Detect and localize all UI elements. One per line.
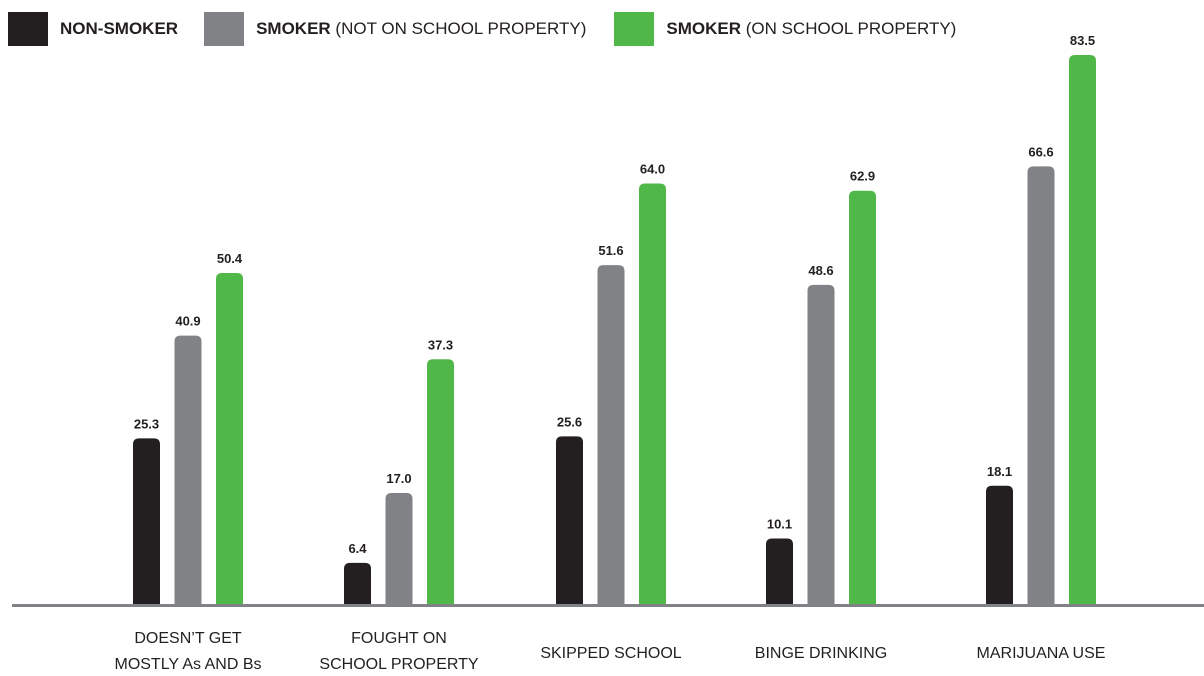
- legend-label-smoker-on-property: SMOKER (ON SCHOOL PROPERTY): [666, 19, 957, 38]
- x-tick-label: FOUGHT ON: [351, 630, 447, 647]
- x-tick-label: BINGE DRINKING: [755, 645, 887, 662]
- data-label: 83.5: [1070, 33, 1095, 48]
- data-label: 50.4: [217, 251, 243, 266]
- data-label: 25.6: [557, 414, 582, 429]
- data-label: 10.1: [767, 516, 792, 531]
- legend-item-non-smoker: NON-SMOKER: [8, 12, 178, 46]
- bar: [597, 265, 625, 605]
- bar: [174, 335, 202, 605]
- bar: [766, 538, 793, 605]
- data-label: 18.1: [987, 464, 1012, 479]
- x-tick-label: MARIJUANA USE: [977, 645, 1106, 662]
- bar: [849, 190, 876, 605]
- legend-swatch-smoker-off-property: [204, 12, 245, 46]
- data-label: 48.6: [808, 263, 833, 278]
- data-label: 17.0: [386, 471, 411, 486]
- x-tick-label: DOESN’T GET: [134, 630, 242, 647]
- data-label: 62.9: [850, 169, 875, 184]
- data-label: 64.0: [640, 161, 665, 176]
- legend-item-smoker-on-property: SMOKER (ON SCHOOL PROPERTY): [614, 12, 956, 46]
- bar: [385, 493, 413, 605]
- bar: [556, 436, 583, 605]
- bar: [216, 273, 243, 605]
- bar: [1069, 55, 1096, 605]
- bar: [807, 284, 835, 605]
- data-label: 66.6: [1028, 144, 1053, 159]
- legend-item-smoker-off-property: SMOKER (NOT ON SCHOOL PROPERTY): [204, 12, 586, 46]
- x-tick-label: MOSTLY As AND Bs: [114, 656, 261, 673]
- data-label: 40.9: [175, 314, 200, 329]
- data-label: 37.3: [428, 337, 453, 352]
- x-tick-label: SKIPPED SCHOOL: [540, 645, 681, 662]
- legend-swatch-smoker-on-property: [614, 12, 655, 46]
- bar: [1027, 166, 1055, 605]
- legend-label-smoker-off-property: SMOKER (NOT ON SCHOOL PROPERTY): [256, 19, 587, 38]
- bar: [986, 485, 1013, 605]
- legend-swatch-non-smoker: [8, 12, 48, 46]
- data-label: 6.4: [348, 541, 367, 556]
- chart-legend: NON-SMOKER SMOKER (NOT ON SCHOOL PROPERT…: [8, 12, 956, 46]
- bar: [427, 359, 454, 605]
- bar: [133, 438, 160, 605]
- legend-label-non-smoker: NON-SMOKER: [60, 19, 179, 38]
- bar: [639, 183, 666, 605]
- data-label: 51.6: [598, 243, 623, 258]
- data-label: 25.3: [134, 416, 159, 431]
- x-axis-baseline: [12, 604, 1204, 607]
- bar: [344, 562, 371, 605]
- x-tick-label: SCHOOL PROPERTY: [319, 656, 478, 673]
